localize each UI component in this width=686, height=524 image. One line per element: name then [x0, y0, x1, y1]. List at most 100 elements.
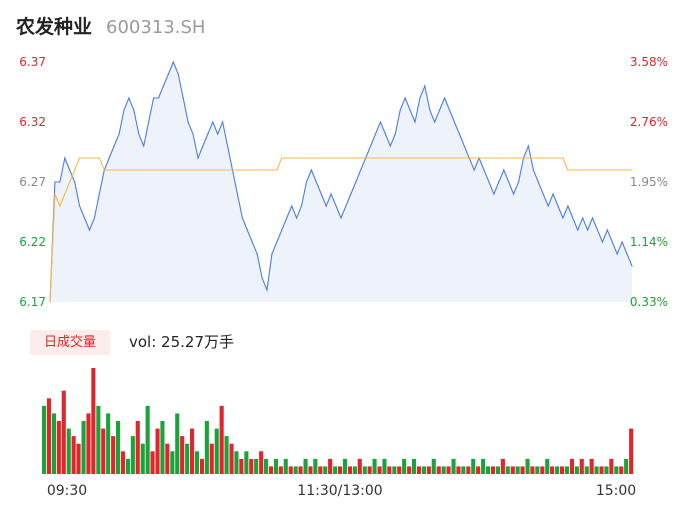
volume-bar — [283, 458, 288, 474]
price-point — [394, 133, 396, 135]
price-tick-label: 6.22 — [19, 235, 46, 249]
volume-bar — [185, 443, 190, 474]
average-point — [103, 169, 105, 171]
volume-bar — [579, 458, 584, 474]
average-point — [399, 157, 401, 159]
average-point — [547, 157, 549, 159]
volume-bar — [328, 458, 333, 474]
average-point — [286, 157, 288, 159]
average-point — [409, 157, 411, 159]
volume-bar — [194, 451, 199, 474]
volume-bar — [629, 428, 634, 474]
price-point — [261, 277, 263, 279]
average-point — [281, 157, 283, 159]
volume-bar — [76, 443, 81, 474]
price-point — [118, 133, 120, 135]
volume-bar — [599, 466, 604, 474]
volume-bar — [505, 466, 510, 474]
volume-bar — [525, 458, 530, 474]
volume-bar — [224, 436, 229, 474]
average-point — [340, 157, 342, 159]
average-point — [59, 205, 61, 207]
price-point — [631, 265, 633, 267]
average-point — [355, 157, 357, 159]
price-point — [83, 217, 86, 219]
volume-bar — [486, 466, 491, 474]
price-point — [315, 181, 317, 183]
volume-bar — [42, 405, 47, 474]
average-point — [537, 157, 539, 159]
average-point — [468, 157, 470, 159]
volume-bar — [535, 466, 540, 474]
volume-bar — [268, 466, 273, 474]
volume-bar — [412, 458, 417, 474]
volume-bar — [298, 466, 303, 474]
price-point — [217, 133, 219, 135]
volume-bar — [170, 451, 175, 474]
volume-bar — [362, 466, 367, 474]
average-point — [177, 169, 179, 171]
volume-bar — [190, 428, 195, 474]
price-point — [286, 217, 288, 219]
price-point — [157, 97, 160, 99]
average-point — [113, 169, 115, 171]
average-point — [133, 169, 135, 171]
price-point — [488, 181, 490, 183]
volume-bar — [234, 451, 239, 474]
price-point — [483, 169, 485, 171]
price-point — [276, 241, 278, 243]
volume-bar — [130, 436, 135, 474]
average-point — [429, 157, 431, 159]
volume-bar — [264, 458, 269, 474]
volume-bar — [500, 458, 505, 474]
price-point — [108, 157, 110, 159]
volume-bar — [609, 458, 614, 474]
average-point — [562, 157, 564, 159]
average-point — [443, 157, 446, 159]
volume-bar — [46, 398, 51, 474]
average-point — [88, 157, 91, 159]
average-point — [78, 157, 81, 159]
volume-bar — [619, 466, 624, 474]
price-point — [557, 205, 559, 207]
volume-bar — [377, 466, 382, 474]
average-point — [217, 169, 219, 171]
volume-bar — [540, 466, 545, 474]
volume-bar — [426, 466, 431, 474]
volume-bar — [530, 466, 535, 474]
price-point — [133, 109, 135, 111]
price-point — [192, 133, 194, 135]
average-point — [488, 157, 490, 159]
price-point — [182, 97, 184, 99]
average-point — [434, 157, 436, 159]
volume-tab-label: 日成交量 — [43, 335, 96, 350]
price-point — [379, 121, 382, 123]
volume-bar — [219, 405, 224, 474]
volume-tab[interactable]: 日成交量 — [30, 330, 110, 355]
price-point — [582, 217, 584, 219]
price-point — [78, 205, 81, 207]
average-point — [631, 169, 633, 171]
volume-bar — [101, 428, 106, 474]
price-point — [355, 181, 357, 183]
price-point — [236, 193, 239, 195]
average-point — [305, 157, 308, 159]
average-point — [389, 157, 391, 159]
price-point — [350, 193, 352, 195]
price-point — [88, 229, 91, 231]
price-point — [517, 181, 520, 183]
average-point — [261, 169, 263, 171]
volume-bar — [490, 466, 495, 474]
volume-bar — [416, 466, 421, 474]
price-point — [291, 205, 293, 207]
volume-bar — [446, 466, 451, 474]
volume-bar — [293, 466, 298, 474]
price-tick-label: 6.27 — [19, 175, 46, 189]
volume-bar — [545, 458, 550, 474]
price-point — [74, 181, 76, 183]
average-point — [192, 169, 194, 171]
volume-value: 25.27万手 — [161, 333, 234, 351]
average-point — [49, 301, 51, 303]
average-point — [241, 169, 243, 171]
